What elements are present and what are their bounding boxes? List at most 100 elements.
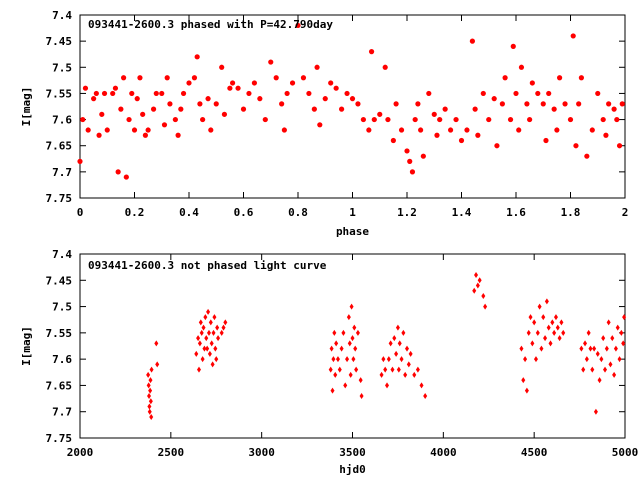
- data-point: [388, 340, 393, 347]
- data-point: [221, 324, 226, 331]
- data-point: [96, 132, 102, 138]
- data-point: [608, 361, 613, 368]
- data-point: [529, 80, 535, 86]
- data-point: [528, 314, 533, 321]
- data-point: [77, 158, 83, 164]
- data-point: [578, 75, 585, 81]
- data-point: [203, 314, 208, 321]
- data-point: [341, 329, 346, 336]
- data-point: [205, 345, 210, 352]
- data-point: [221, 111, 228, 117]
- data-point: [622, 314, 627, 321]
- data-point: [227, 85, 233, 91]
- data-point: [148, 377, 153, 384]
- data-point: [358, 377, 363, 384]
- data-point: [273, 75, 279, 81]
- x-tick-label: 1.8: [561, 206, 581, 219]
- data-point: [464, 127, 470, 133]
- x-tick-label: 0: [77, 206, 84, 219]
- data-point: [390, 137, 396, 144]
- data-point: [381, 356, 386, 363]
- data-point: [289, 80, 296, 86]
- data-point: [153, 90, 159, 97]
- data-point: [349, 96, 356, 102]
- data-point: [379, 371, 384, 378]
- data-point: [328, 80, 334, 86]
- data-point: [219, 329, 224, 336]
- y-tick-label: 7.7: [52, 406, 72, 419]
- data-point: [355, 329, 360, 336]
- data-point: [412, 116, 418, 123]
- data-point: [385, 116, 391, 123]
- data-point: [385, 382, 390, 389]
- data-point: [134, 96, 140, 102]
- data-point: [219, 64, 225, 70]
- data-point: [337, 366, 342, 373]
- data-point: [396, 366, 401, 373]
- y-tick-label: 7.65: [46, 140, 73, 153]
- data-point: [366, 127, 372, 133]
- x-tick-label: 1.6: [506, 206, 526, 219]
- y-tick-label: 7.55: [46, 87, 73, 100]
- data-point: [155, 361, 160, 368]
- data-point: [613, 345, 618, 352]
- data-point: [194, 350, 199, 357]
- data-point: [398, 127, 405, 133]
- data-point: [619, 101, 625, 107]
- data-point: [346, 314, 351, 321]
- data-point: [552, 329, 557, 336]
- x-tick-label: 0.4: [179, 206, 199, 219]
- data-point: [284, 90, 290, 97]
- data-point: [148, 398, 153, 405]
- x-tick-label: 4500: [521, 446, 548, 459]
- data-point: [593, 408, 598, 415]
- x-tick-label: 3500: [339, 446, 366, 459]
- data-point: [519, 345, 524, 352]
- x-tick-label: 0.8: [288, 206, 308, 219]
- data-point: [123, 174, 129, 180]
- data-point: [532, 319, 537, 326]
- data-point: [354, 366, 359, 373]
- data-point: [91, 96, 97, 102]
- data-point: [206, 308, 211, 315]
- data-points: [146, 272, 627, 420]
- data-point: [480, 90, 486, 97]
- x-tick-label: 1: [349, 206, 356, 219]
- y-tick-label: 7.55: [46, 327, 73, 340]
- data-point: [349, 303, 354, 310]
- data-point: [546, 90, 552, 97]
- data-point: [527, 116, 533, 123]
- data-point: [595, 90, 601, 97]
- data-point: [541, 314, 546, 321]
- data-point: [194, 54, 200, 60]
- plot-title: 093441-2600.3 phased with P=42.790day: [88, 18, 333, 31]
- data-point: [523, 356, 528, 363]
- data-point: [175, 132, 181, 138]
- data-point: [595, 350, 600, 357]
- data-point: [546, 324, 551, 331]
- plot-title: 093441-2600.3 not phased light curve: [88, 259, 327, 272]
- data-point: [507, 116, 514, 123]
- plot-frame: [79, 253, 626, 439]
- data-point: [178, 106, 184, 112]
- data-point: [611, 106, 617, 112]
- data-point: [409, 169, 416, 175]
- data-point: [101, 90, 108, 97]
- data-point: [584, 153, 590, 159]
- data-point: [80, 116, 86, 123]
- data-point: [584, 356, 589, 363]
- y-tick-label: 7.75: [46, 192, 73, 205]
- data-point: [442, 106, 448, 112]
- data-point: [610, 335, 615, 342]
- data-point: [499, 101, 505, 107]
- x-tick-label: 4000: [430, 446, 457, 459]
- data-point: [614, 116, 620, 123]
- data-point: [407, 158, 413, 164]
- data-point: [524, 387, 529, 394]
- y-tick-label: 7.4: [52, 9, 72, 22]
- data-point: [405, 345, 409, 352]
- data-point: [600, 116, 606, 123]
- data-point: [621, 340, 626, 347]
- data-point: [583, 340, 588, 347]
